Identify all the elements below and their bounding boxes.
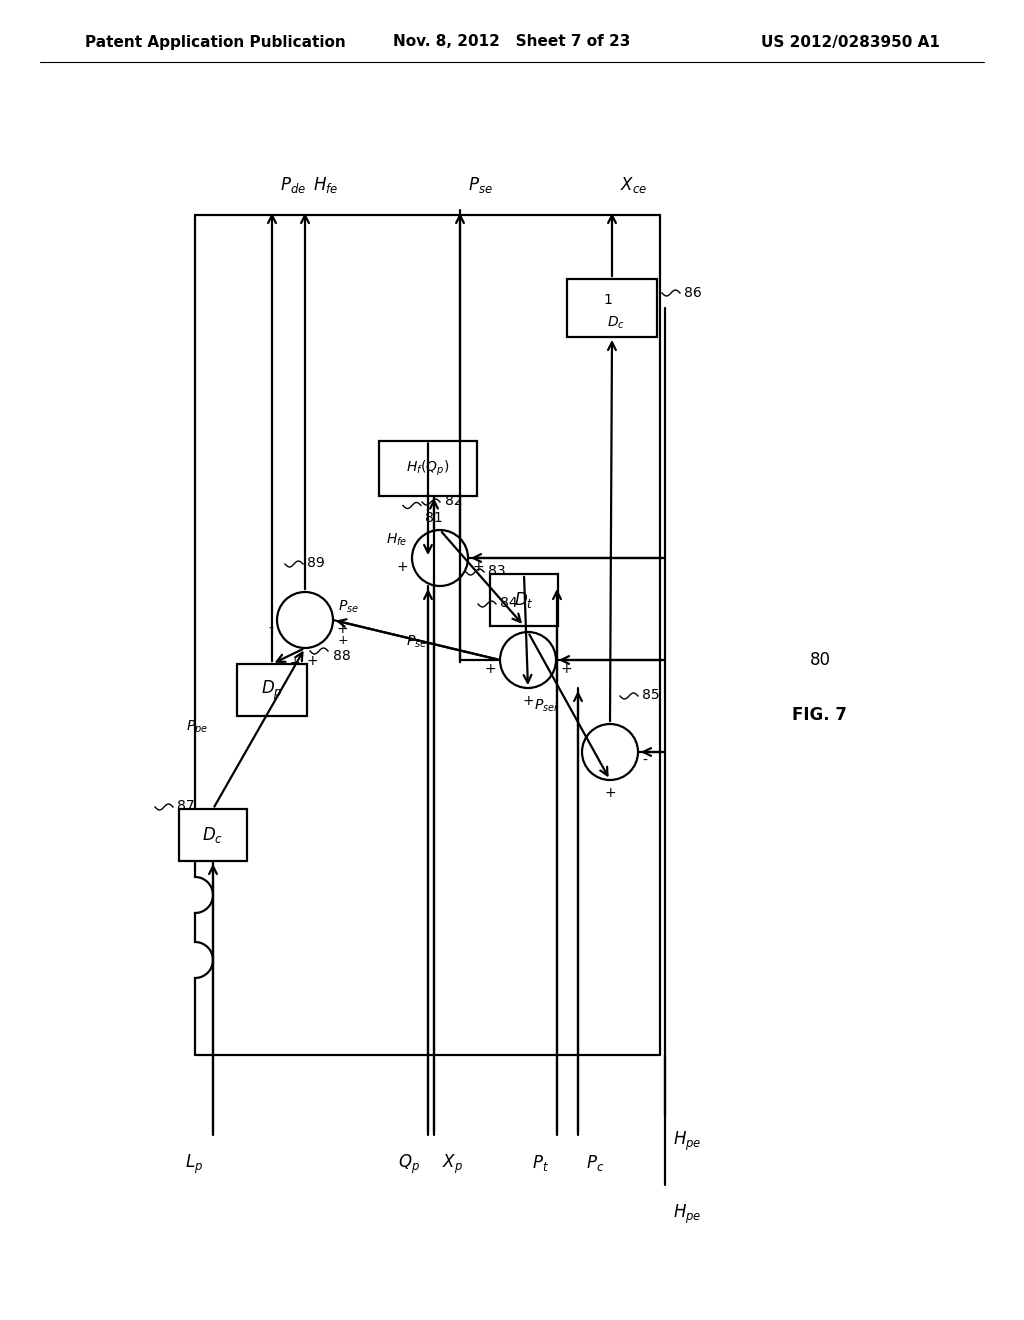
Text: +: + (290, 656, 300, 669)
Text: 1: 1 (603, 293, 612, 308)
Circle shape (500, 632, 556, 688)
Text: 83: 83 (488, 564, 506, 578)
Text: $P_{sei}$: $P_{sei}$ (534, 698, 558, 714)
Text: $P_{se}$: $P_{se}$ (406, 634, 426, 649)
Text: $P_{pe}$: $P_{pe}$ (186, 719, 208, 737)
Bar (379, 441, 477, 495)
Text: -: - (642, 754, 647, 768)
Text: 85: 85 (642, 688, 659, 702)
Bar (490, 574, 558, 626)
Text: Nov. 8, 2012   Sheet 7 of 23: Nov. 8, 2012 Sheet 7 of 23 (393, 34, 631, 49)
Text: +: + (396, 560, 408, 574)
Text: $H_{fe}$: $H_{fe}$ (386, 532, 407, 548)
Text: 86: 86 (684, 286, 701, 300)
Text: $H_{pe}$: $H_{pe}$ (673, 1130, 701, 1154)
Text: $D_t$: $D_t$ (514, 590, 534, 610)
Circle shape (582, 723, 638, 780)
Text: +: + (307, 653, 318, 668)
Text: $D_c$: $D_c$ (607, 314, 625, 331)
Text: $X_{ce}$: $X_{ce}$ (620, 176, 647, 195)
Text: $H_{pe}$: $H_{pe}$ (673, 1203, 701, 1226)
Text: +: + (484, 663, 496, 676)
Text: $P_c$: $P_c$ (586, 1152, 604, 1173)
Text: $H_{fe}$: $H_{fe}$ (313, 176, 338, 195)
Text: $P_{de}$: $P_{de}$ (280, 176, 306, 195)
Text: 81: 81 (425, 511, 442, 525)
Text: $P_{se}$: $P_{se}$ (338, 598, 359, 615)
Text: $L_p$: $L_p$ (185, 1152, 203, 1176)
Text: $D_c$: $D_c$ (203, 825, 223, 845)
Text: $Q_p$: $Q_p$ (398, 1152, 420, 1176)
Text: $P_{se}$: $P_{se}$ (468, 176, 493, 195)
Text: -: - (268, 622, 273, 636)
Text: Patent Application Publication: Patent Application Publication (85, 34, 346, 49)
Bar (567, 279, 657, 337)
Text: 89: 89 (307, 556, 325, 570)
Text: 82: 82 (445, 494, 463, 508)
Text: $D_p$: $D_p$ (261, 678, 283, 702)
Bar (179, 809, 247, 861)
Text: $X_p$: $X_p$ (442, 1152, 463, 1176)
Circle shape (278, 591, 333, 648)
Text: $P_t$: $P_t$ (532, 1152, 549, 1173)
Text: 88: 88 (333, 649, 351, 663)
Text: +: + (337, 622, 348, 636)
Text: FIG. 7: FIG. 7 (793, 706, 848, 723)
Text: 87: 87 (177, 799, 195, 813)
Text: $H_f(Q_p)$: $H_f(Q_p)$ (407, 458, 450, 478)
Text: US 2012/0283950 A1: US 2012/0283950 A1 (761, 34, 940, 49)
Text: +: + (560, 663, 571, 676)
Text: +: + (338, 634, 348, 647)
Text: +: + (522, 694, 534, 708)
Text: 80: 80 (810, 651, 830, 669)
Text: +: + (604, 785, 615, 800)
Circle shape (412, 531, 468, 586)
Text: +: + (472, 560, 483, 574)
Bar (237, 664, 307, 715)
Text: 84: 84 (500, 597, 517, 610)
